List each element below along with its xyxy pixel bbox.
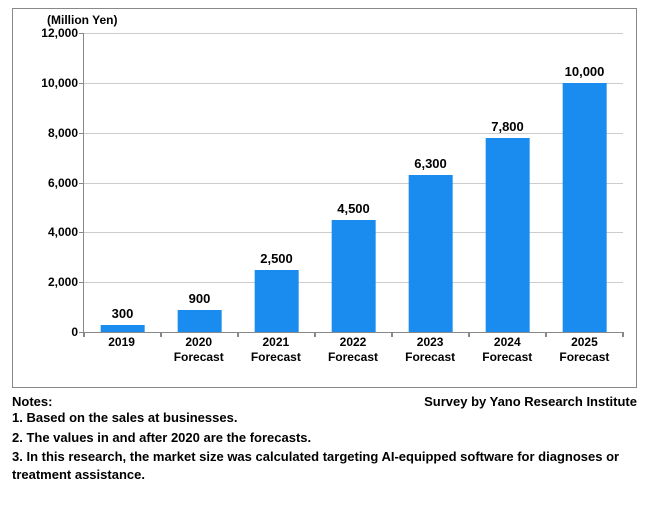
bar-slot: 7,800 (469, 33, 546, 332)
x-axis-label: 2023Forecast (392, 335, 469, 365)
bar-slot: 4,500 (315, 33, 392, 332)
bar (485, 138, 530, 332)
bar-value-label: 900 (189, 291, 211, 306)
note-3: 3. In this research, the market size was… (12, 448, 637, 483)
note-1: 1. Based on the sales at businesses. (12, 409, 637, 427)
y-axis-unit: (Million Yen) (47, 13, 117, 27)
bar-value-label: 300 (112, 306, 134, 321)
x-axis-label: 2022Forecast (314, 335, 391, 365)
y-tick-label: 10,000 (36, 76, 84, 90)
x-axis-labels: 20192020Forecast2021Forecast2022Forecast… (83, 335, 623, 365)
bar-slot: 2,500 (238, 33, 315, 332)
y-tick-label: 4,000 (36, 225, 84, 239)
bars-group: 300 900 2,500 4,500 6,300 7,800 10,000 (84, 33, 623, 332)
bar (177, 310, 222, 332)
bar-slot: 10,000 (546, 33, 623, 332)
x-axis-label: 2021Forecast (237, 335, 314, 365)
bar-value-label: 2,500 (260, 251, 293, 266)
source-text: Survey by Yano Research Institute (424, 394, 637, 409)
bar-slot: 300 (84, 33, 161, 332)
y-tick-label: 8,000 (36, 126, 84, 140)
chart-container: (Million Yen) 0 2,000 4,000 6,000 8,000 10,00… (12, 8, 637, 388)
notes-block: Notes: Survey by Yano Research Institute… (12, 394, 637, 483)
bar-slot: 6,300 (392, 33, 469, 332)
x-axis-label: 2024Forecast (469, 335, 546, 365)
bar (331, 220, 376, 332)
x-axis-label: 2019 (83, 335, 160, 365)
y-tick-label: 12,000 (36, 26, 84, 40)
bar (408, 175, 453, 332)
y-tick-label: 6,000 (36, 176, 84, 190)
bar-value-label: 6,300 (414, 156, 447, 171)
bar-slot: 900 (161, 33, 238, 332)
y-tick-label: 0 (36, 325, 84, 339)
bar-value-label: 10,000 (565, 64, 605, 79)
bar-value-label: 7,800 (491, 119, 524, 134)
y-tick-label: 2,000 (36, 275, 84, 289)
x-axis-label: 2020Forecast (160, 335, 237, 365)
plot-area: 02,0004,0006,0008,00010,00012,0003009002… (83, 33, 623, 333)
bar-value-label: 4,500 (337, 201, 370, 216)
x-axis-label: 2025Forecast (546, 335, 623, 365)
bar (562, 83, 607, 332)
bar (100, 325, 145, 332)
note-2: 2. The values in and after 2020 are the … (12, 429, 637, 447)
bar (254, 270, 299, 332)
notes-heading: Notes: (12, 394, 52, 409)
